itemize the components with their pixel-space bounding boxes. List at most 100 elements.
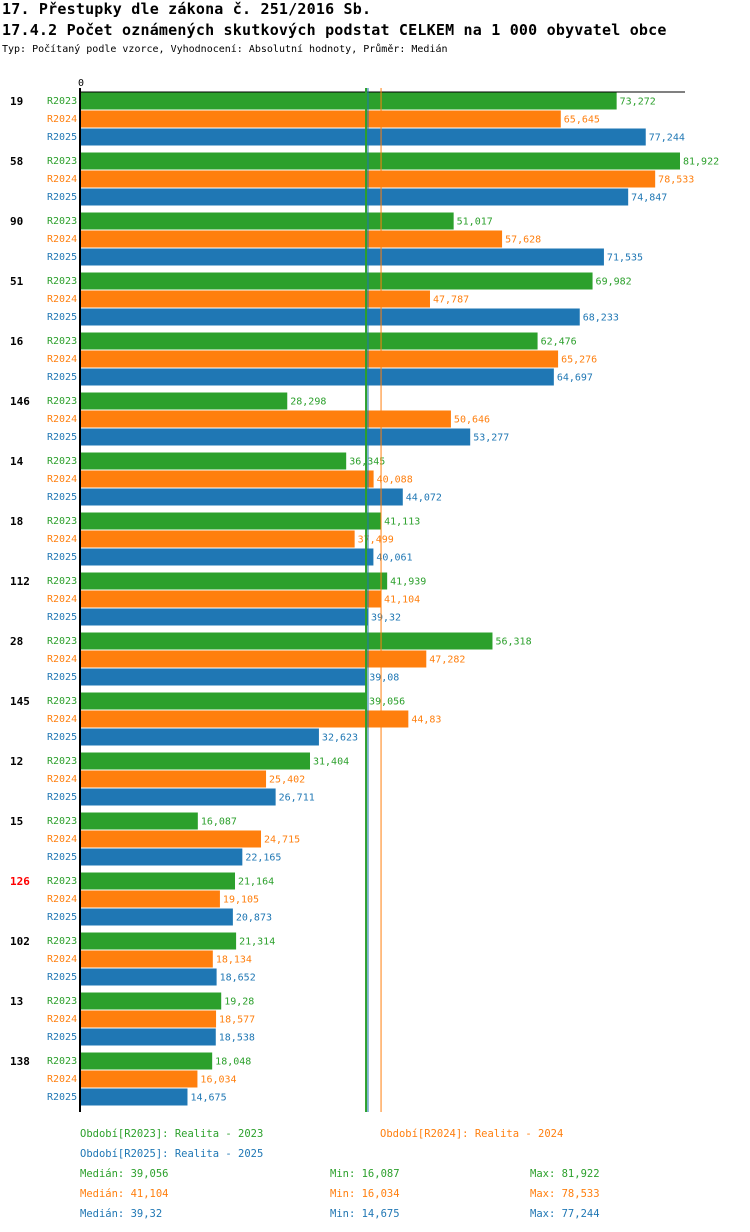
value-label: 19,28	[224, 997, 254, 1008]
bar-r2025	[80, 788, 276, 806]
bar-r2024	[80, 710, 409, 728]
series-label: R2025	[47, 372, 77, 383]
category-label: 145	[10, 695, 30, 708]
bar-r2023	[80, 632, 493, 650]
value-label: 18,134	[216, 955, 252, 966]
bar-r2023	[80, 812, 198, 830]
value-label: 26,711	[279, 793, 315, 804]
category-label: 15	[10, 815, 23, 828]
category-label: 126	[10, 875, 30, 888]
stat-max-r2023: Max: 81,922	[530, 1168, 600, 1180]
value-label: 68,233	[583, 313, 619, 324]
value-label: 65,645	[564, 115, 600, 126]
value-label: 41,939	[390, 577, 426, 588]
bar-r2025	[80, 368, 554, 386]
category-label: 13	[10, 995, 23, 1008]
series-label: R2025	[47, 432, 77, 443]
stat-median-r2025: Medián: 39,32	[80, 1208, 163, 1220]
series-label: R2025	[47, 1092, 77, 1103]
value-label: 81,922	[683, 157, 719, 168]
bar-r2024	[80, 350, 559, 368]
series-label: R2023	[47, 756, 77, 767]
bar-r2024	[80, 950, 213, 968]
value-label: 18,577	[219, 1015, 255, 1026]
series-label: R2025	[47, 552, 77, 563]
series-label: R2024	[47, 1014, 77, 1025]
value-label: 21,164	[238, 877, 274, 888]
series-label: R2024	[47, 894, 77, 905]
value-label: 65,276	[561, 355, 597, 366]
series-label: R2023	[47, 696, 77, 707]
value-label: 22,165	[245, 853, 281, 864]
series-label: R2025	[47, 1032, 77, 1043]
bar-r2024	[80, 470, 374, 488]
series-label: R2023	[47, 96, 77, 107]
value-label: 31,404	[313, 757, 349, 768]
value-label: 41,113	[384, 517, 420, 528]
value-label: 57,628	[505, 235, 541, 246]
value-label: 18,652	[220, 973, 256, 984]
value-label: 69,982	[596, 277, 632, 288]
value-label: 41,104	[384, 595, 420, 606]
bar-r2023	[80, 212, 454, 230]
series-label: R2025	[47, 132, 77, 143]
stat-max-r2025: Max: 77,244	[530, 1208, 600, 1220]
stat-median-r2024: Medián: 41,104	[80, 1188, 169, 1200]
bar-r2025	[80, 548, 374, 566]
value-label: 25,402	[269, 775, 305, 786]
series-label: R2025	[47, 192, 77, 203]
bar-r2025	[80, 728, 319, 746]
legend-r2024: Období[R2024]: Realita - 2024	[380, 1128, 564, 1140]
bar-r2024	[80, 410, 451, 428]
category-label: 90	[10, 215, 23, 228]
bar-r2023	[80, 992, 222, 1010]
value-label: 37,499	[358, 535, 394, 546]
series-label: R2024	[47, 1074, 77, 1085]
chart-title: 17.4.2 Počet oznámených skutkových podst…	[2, 21, 667, 39]
bar-r2025	[80, 248, 604, 266]
bar-r2023	[80, 452, 347, 470]
series-label: R2023	[47, 396, 77, 407]
series-label: R2024	[47, 534, 77, 545]
value-label: 47,787	[433, 295, 469, 306]
series-label: R2025	[47, 792, 77, 803]
category-label: 16	[10, 335, 24, 348]
bar-r2025	[80, 968, 217, 986]
series-label: R2023	[47, 636, 77, 647]
bar-r2023	[80, 1052, 213, 1070]
bar-r2025	[80, 128, 646, 146]
bar-r2025	[80, 1088, 188, 1106]
category-label: 146	[10, 395, 30, 408]
value-label: 21,314	[239, 937, 275, 948]
value-label: 74,847	[631, 193, 667, 204]
value-label: 39,32	[371, 613, 401, 624]
bar-r2025	[80, 908, 233, 926]
value-label: 14,675	[190, 1093, 226, 1104]
bar-r2025	[80, 668, 367, 686]
value-label: 39,08	[369, 673, 399, 684]
value-label: 50,646	[454, 415, 490, 426]
category-label: 138	[10, 1055, 30, 1068]
value-label: 44,83	[411, 715, 441, 726]
value-label: 53,277	[473, 433, 509, 444]
value-label: 18,538	[219, 1033, 255, 1044]
bar-r2025	[80, 428, 471, 446]
stat-min-r2025: Min: 14,675	[330, 1208, 400, 1220]
axis-zero-label: 0	[78, 78, 84, 89]
series-label: R2024	[47, 474, 77, 485]
category-label: 12	[10, 755, 23, 768]
legend-r2025: Období[R2025]: Realita - 2025	[80, 1148, 264, 1160]
value-label: 40,061	[376, 553, 412, 564]
value-label: 64,697	[557, 373, 593, 384]
series-label: R2025	[47, 672, 77, 683]
series-label: R2023	[47, 276, 77, 287]
bar-r2023	[80, 92, 617, 110]
value-label: 39,056	[369, 697, 405, 708]
page-title: 17. Přestupky dle zákona č. 251/2016 Sb.	[2, 0, 372, 18]
value-label: 16,034	[200, 1075, 236, 1086]
value-label: 77,244	[649, 133, 685, 144]
value-label: 32,623	[322, 733, 358, 744]
bar-r2023	[80, 512, 382, 530]
series-label: R2024	[47, 174, 77, 185]
